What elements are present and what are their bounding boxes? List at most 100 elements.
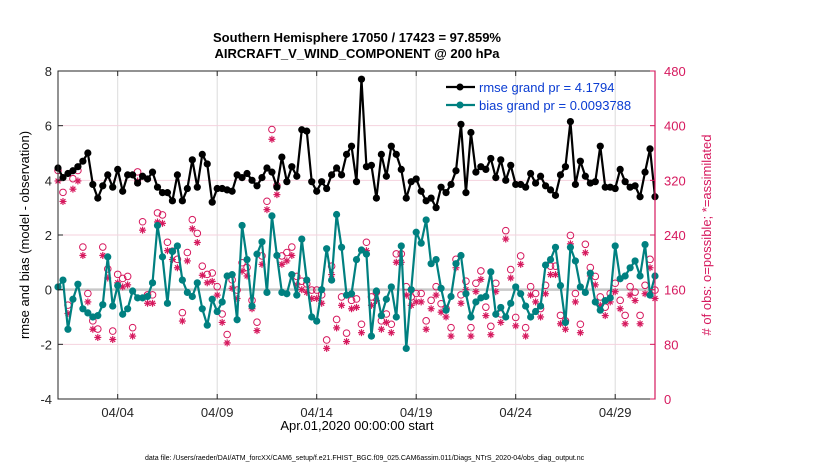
- bias-point: [104, 253, 112, 261]
- asterisk-stroke: [418, 299, 425, 305]
- asterisk-stroke: [602, 312, 609, 319]
- obs-assimilated-marker: [611, 288, 619, 296]
- bias-point: [163, 299, 172, 307]
- rmse-point: [114, 165, 122, 173]
- asterisk-stroke: [562, 326, 569, 333]
- y-tick-label: 0: [45, 283, 52, 298]
- rmse-point: [487, 154, 495, 163]
- rmse-point: [313, 187, 321, 195]
- obs-assimilated-marker: [203, 279, 211, 287]
- y-right-tick-label: 0: [664, 392, 671, 407]
- rmse-point: [74, 163, 82, 171]
- asterisk-stroke: [473, 288, 479, 295]
- rmse-point: [99, 182, 107, 190]
- obs-assimilated-marker: [561, 325, 569, 333]
- bias-point: [263, 288, 271, 296]
- asterisk-stroke: [413, 299, 420, 305]
- legend: rmse grand pr = 4.1794 bias grand pr = 0…: [446, 80, 631, 113]
- obs-assimilated-marker: [208, 277, 216, 285]
- chart-subtitle: AIRCRAFT_V_WIND_COMPONENT @ 200 hPa: [215, 46, 501, 61]
- bias-point: [248, 302, 256, 310]
- asterisk-stroke: [517, 261, 524, 268]
- bias-point: [392, 313, 400, 321]
- bias-point: [621, 272, 629, 280]
- bias-point: [109, 302, 117, 310]
- asterisk-stroke: [179, 318, 186, 324]
- asterisk-stroke: [274, 191, 280, 198]
- rmse-point: [581, 172, 589, 180]
- rmse-point: [293, 172, 301, 180]
- bias-point: [188, 292, 196, 301]
- bias-point: [148, 279, 157, 287]
- bias-point: [318, 286, 326, 294]
- asterisk-stroke: [627, 292, 633, 298]
- bias-point: [546, 256, 555, 264]
- rmse-point: [437, 183, 445, 191]
- rmse-point: [482, 165, 490, 173]
- rmse-point: [507, 161, 515, 169]
- asterisk-stroke: [612, 288, 619, 295]
- rmse-point: [532, 179, 540, 187]
- obs-assimilated-marker: [263, 206, 271, 214]
- obs-possible-marker: [188, 215, 197, 224]
- bias-point: [462, 290, 470, 298]
- asterisk-stroke: [482, 312, 489, 319]
- bias-point: [556, 281, 565, 290]
- obs-possible-marker: [521, 323, 530, 332]
- bias-point: [576, 283, 584, 291]
- asterisk-stroke: [552, 271, 559, 278]
- obs-possible-marker: [268, 125, 276, 134]
- rmse-point: [193, 183, 201, 191]
- rmse-point: [148, 168, 157, 176]
- obs-possible-marker: [621, 311, 629, 320]
- asterisk-stroke: [572, 299, 579, 305]
- asterisk-stroke: [89, 326, 96, 333]
- y-tick-label: 2: [45, 228, 52, 243]
- bias-point: [347, 290, 356, 298]
- obs-assimilated-marker: [218, 318, 226, 326]
- asterisk-stroke: [194, 239, 201, 246]
- rmse-point: [308, 178, 316, 186]
- obs-assimilated-marker: [616, 305, 624, 313]
- bias-point: [527, 313, 535, 321]
- chart-title: Southern Hemisphere 17050 / 17423 = 97.8…: [213, 30, 501, 45]
- obs-assimilated-marker: [139, 226, 147, 234]
- rmse-point: [492, 174, 500, 182]
- obs-possible-marker: [506, 265, 515, 274]
- bias-point: [333, 210, 341, 219]
- obs-assimilated-marker: [532, 298, 540, 306]
- asterisk-stroke: [80, 252, 86, 259]
- bias-point: [432, 256, 440, 264]
- obs-assimilated-marker: [522, 332, 530, 340]
- legend-rmse-marker: [456, 83, 464, 91]
- obs-possible-marker: [477, 267, 485, 275]
- rmse-point: [646, 145, 654, 153]
- obs-assimilated-marker: [472, 288, 480, 296]
- bias-point: [492, 310, 500, 318]
- obs-assimilated-marker: [467, 332, 475, 340]
- asterisk-stroke: [507, 275, 514, 281]
- bias-point: [591, 298, 599, 306]
- rmse-point: [109, 183, 117, 191]
- obs-possible-marker: [576, 320, 585, 329]
- rmse-point: [342, 150, 351, 158]
- obs-assimilated-marker: [507, 274, 515, 282]
- obs-assimilated-marker: [537, 313, 545, 321]
- obs-assimilated-marker: [288, 251, 296, 259]
- x-tick-label: 04/29: [599, 405, 632, 420]
- bias-point: [283, 290, 291, 298]
- obs-possible-marker: [158, 211, 167, 219]
- asterisk-stroke: [428, 305, 434, 312]
- x-axis-ticks: 04/04 04/09 04/14 04/19 04/24 04/29: [101, 71, 631, 420]
- rmse-point: [442, 189, 450, 197]
- asterisk-stroke: [288, 252, 295, 259]
- obs-assimilated-marker: [447, 332, 455, 340]
- rmse-point: [337, 171, 346, 179]
- bias-point: [119, 310, 127, 318]
- rmse-point: [153, 183, 162, 191]
- y-right-tick-label: 320: [664, 173, 686, 188]
- obs-assimilated-marker: [487, 331, 495, 339]
- asterisk-stroke: [383, 319, 390, 326]
- obs-assimilated-marker: [457, 299, 465, 307]
- y-tick-label: 4: [45, 173, 52, 188]
